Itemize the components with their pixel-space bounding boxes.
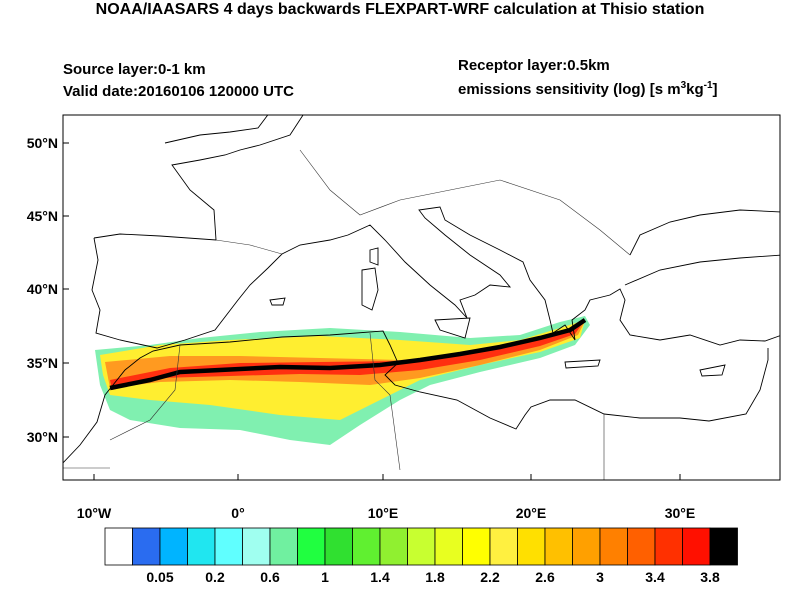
colorbar-label: 2.6 xyxy=(535,569,555,585)
borders xyxy=(63,149,631,480)
y-tick-label: 50°N xyxy=(27,135,58,151)
receptor-layer: Receptor layer:0.5km xyxy=(458,57,610,74)
y-tick-label: 40°N xyxy=(27,281,58,297)
colorbar-box xyxy=(627,527,656,566)
colorbar-box xyxy=(297,527,326,566)
colorbar-box xyxy=(242,527,271,566)
colorbar-box xyxy=(489,527,518,566)
x-tick-label: 0° xyxy=(231,505,244,521)
colorbar-box xyxy=(379,527,408,566)
y-tick-label: 30°N xyxy=(27,429,58,445)
colorbar-box xyxy=(407,527,436,566)
title: NOAA/IAASARS 4 days backwards FLEXPART-W… xyxy=(96,1,705,18)
units-text: emissions sensitivity (log) [s m xyxy=(458,81,681,98)
x-axis: 10°W 0° 10°E 20°E 30°E xyxy=(77,474,695,521)
colorbar-label: 0.05 xyxy=(146,569,173,585)
colorbar-box xyxy=(462,527,491,566)
colorbar-label: 3.4 xyxy=(645,569,665,585)
colorbar-label: 3 xyxy=(596,569,604,585)
y-tick-label: 45°N xyxy=(27,208,58,224)
colorbar: 0.05 0.2 0.6 1 1.4 1.8 2.2 2.6 3 3.4 3.8 xyxy=(104,527,738,585)
x-tick-label: 20°E xyxy=(516,505,547,521)
colorbar-box xyxy=(599,527,628,566)
colorbar-box xyxy=(214,527,243,566)
source-layer: Source layer:0-1 km xyxy=(63,61,206,78)
colorbar-label: 2.2 xyxy=(480,569,500,585)
colorbar-box xyxy=(132,527,161,566)
colorbar-label: 1.8 xyxy=(425,569,445,585)
x-tick-label: 10°W xyxy=(77,505,112,521)
plume xyxy=(95,316,590,445)
units-sup: 3 xyxy=(681,80,687,91)
colorbar-box xyxy=(572,527,601,566)
colorbar-label: 3.8 xyxy=(700,569,720,585)
units-text: ] xyxy=(713,81,718,98)
colorbar-label: 1.4 xyxy=(370,569,390,585)
colorbar-box xyxy=(682,527,711,566)
colorbar-box xyxy=(352,527,381,566)
units-label: emissions sensitivity (log) [s m3kg-1] xyxy=(458,80,718,98)
valid-date: Valid date:20160106 120000 UTC xyxy=(63,83,294,100)
units-sup: -1 xyxy=(704,80,713,91)
colorbar-box xyxy=(104,527,133,566)
colorbar-box xyxy=(654,527,683,566)
colorbar-box xyxy=(517,527,546,566)
colorbar-label: 0.6 xyxy=(260,569,280,585)
colorbar-box xyxy=(324,527,353,566)
colorbar-box xyxy=(159,527,188,566)
x-tick-label: 30°E xyxy=(665,505,696,521)
colorbar-box xyxy=(544,527,573,566)
colorbar-box xyxy=(269,527,298,566)
colorbar-box xyxy=(434,527,463,566)
colorbar-box xyxy=(187,527,216,566)
coastlines xyxy=(63,115,780,464)
y-axis: 50°N 45°N 40°N 35°N 30°N xyxy=(27,135,69,445)
map xyxy=(63,115,780,480)
x-tick-label: 10°E xyxy=(368,505,399,521)
units-text: kg xyxy=(686,81,704,98)
colorbar-label: 0.2 xyxy=(205,569,225,585)
y-tick-label: 35°N xyxy=(27,355,58,371)
colorbar-label: 1 xyxy=(321,569,329,585)
colorbar-box xyxy=(709,527,738,566)
map-frame xyxy=(62,114,781,481)
